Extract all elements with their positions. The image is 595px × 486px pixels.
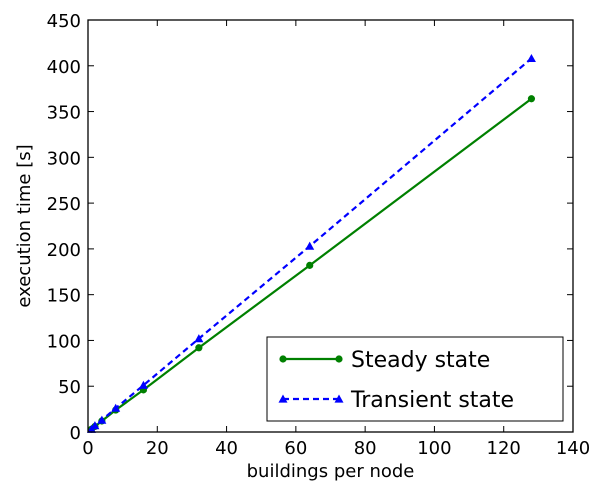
y-tick-label: 300 <box>47 148 81 169</box>
data-point <box>138 380 148 389</box>
x-axis-title: buildings per node <box>247 461 415 482</box>
legend-label: Transient state <box>350 388 514 413</box>
y-tick-label: 350 <box>47 103 81 124</box>
data-point <box>97 415 107 424</box>
x-tick-label: 140 <box>556 438 590 459</box>
data-point <box>195 344 203 352</box>
x-tick-label: 40 <box>215 438 238 459</box>
data-point <box>527 95 536 103</box>
y-tick-label: 50 <box>58 377 81 398</box>
x-tick-label: 20 <box>146 438 169 459</box>
data-point <box>526 53 536 63</box>
x-tick-label: 60 <box>284 438 307 459</box>
y-tick-label: 150 <box>47 286 81 307</box>
legend-marker <box>335 355 343 363</box>
series-line <box>90 57 533 431</box>
legend-entry: Steady state <box>279 348 490 373</box>
x-tick-label: 0 <box>82 438 93 459</box>
ticks-layer: 0 20 40 60 80 100 120 140 0 50 100 150 200 250 300 350 4… <box>47 11 591 459</box>
legend-marker <box>334 394 344 403</box>
x-tick-label: 80 <box>354 438 377 459</box>
data-point <box>111 403 121 412</box>
legend-box <box>266 336 564 422</box>
legend-entry: Transient state <box>278 388 514 413</box>
y-tick-label: 0 <box>70 423 81 444</box>
x-tick-label: 120 <box>487 438 521 459</box>
legend-entries: Steady state Transient state <box>278 348 514 413</box>
data-point <box>306 261 314 269</box>
data-point <box>194 334 204 343</box>
y-tick-label: 250 <box>47 194 81 215</box>
data-point <box>305 241 315 250</box>
data-point <box>90 421 100 430</box>
legend-label: Steady state <box>351 348 490 373</box>
legend-marker <box>278 394 288 403</box>
y-tick-label: 100 <box>47 331 81 352</box>
y-tick-label: 400 <box>47 57 81 78</box>
y-tick-label: 200 <box>47 240 81 261</box>
legend-marker <box>279 355 287 363</box>
series-layer <box>86 53 536 433</box>
y-tick-label: 450 <box>47 11 81 32</box>
y-axis-title: execution time [s] <box>14 144 35 307</box>
series-transient-state <box>86 53 536 433</box>
x-tick-label: 100 <box>417 438 451 459</box>
legend: Steady state Transient state <box>266 336 564 422</box>
plot-frame <box>87 19 574 433</box>
